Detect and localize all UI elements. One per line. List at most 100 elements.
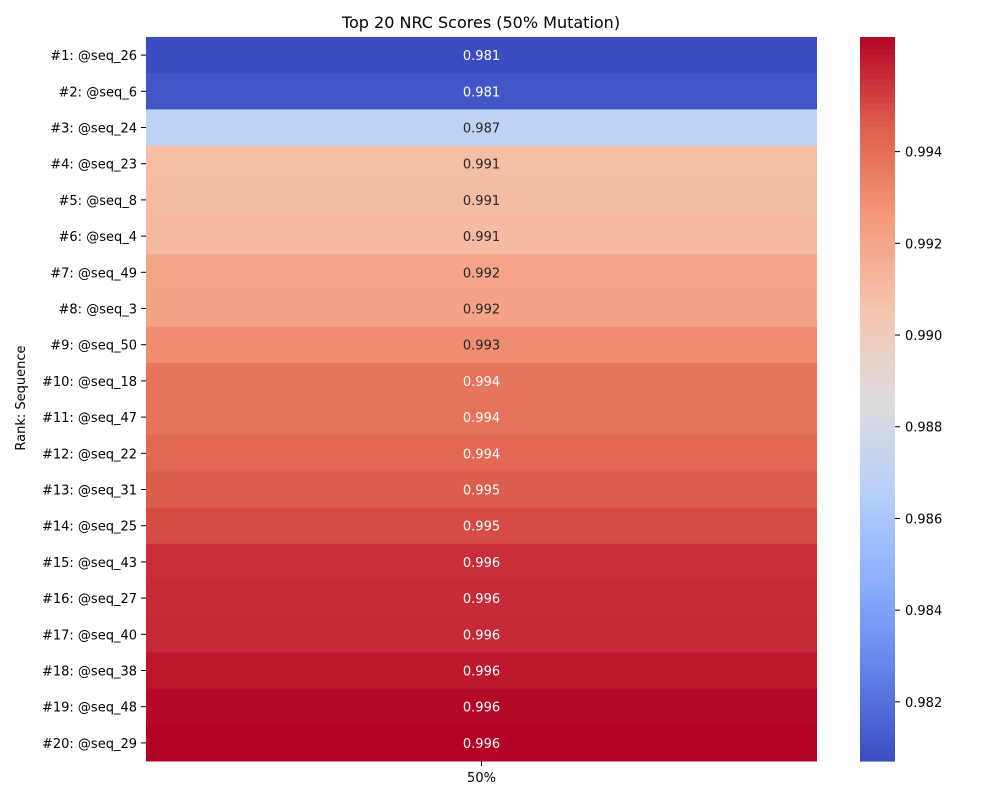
colorbar-segment	[860, 133, 895, 141]
colorbar-segment	[860, 718, 895, 726]
heatmap-cell	[146, 580, 817, 617]
y-tick-label: #10: @seq_18	[42, 375, 137, 390]
colorbar-segment	[860, 320, 895, 328]
heatmap-cell	[146, 109, 817, 147]
colorbar-segment	[860, 399, 895, 406]
colorbar-segment	[860, 127, 895, 135]
colorbar-segment	[860, 754, 895, 762]
colorbar-segment	[860, 230, 895, 237]
cell-annotation: 0.981	[463, 85, 500, 100]
colorbar-segment	[860, 344, 895, 352]
cell-annotation: 0.994	[463, 375, 500, 390]
heatmap-cell	[146, 290, 817, 328]
heatmap-cell	[146, 326, 817, 364]
colorbar-segment	[860, 435, 895, 442]
cell-annotation: 0.992	[463, 303, 500, 318]
y-tick-label: #8: @seq_3	[59, 303, 137, 318]
cell-annotation: 0.993	[463, 339, 500, 354]
colorbar-segment	[860, 67, 895, 74]
colorbar-segment	[860, 314, 895, 322]
heatmap-cell	[146, 399, 817, 436]
colorbar-segment	[860, 145, 895, 153]
colorbar-segment	[860, 139, 895, 147]
colorbar-segment	[860, 199, 895, 207]
colorbar-segment	[860, 260, 895, 267]
heatmap-cell	[146, 254, 817, 291]
colorbar-segment	[860, 694, 895, 702]
heatmap-cell	[146, 507, 817, 545]
cell-annotations: 0.981 0.981 0.987 0.991 0.991 0.991 0.992 0.992…	[463, 49, 500, 752]
cell-annotation: 0.995	[463, 520, 500, 535]
colorbar-segment	[860, 91, 895, 98]
colorbar-segment	[860, 459, 895, 466]
heatmap-cell	[146, 181, 817, 219]
cell-annotation: 0.996	[463, 556, 500, 571]
heatmap-cell	[146, 145, 817, 183]
y-tick-label: #11: @seq_47	[42, 411, 137, 426]
colorbar-segment	[860, 356, 895, 364]
colorbar-segment	[860, 350, 895, 358]
colorbar-tick-label: 0.990	[905, 329, 942, 344]
colorbar-segment	[860, 730, 895, 738]
y-axis-label: Rank: Sequence	[14, 345, 29, 450]
colorbar-segment	[860, 598, 895, 605]
y-tick-label: #2: @seq_6	[59, 85, 137, 100]
cell-annotation: 0.996	[463, 665, 500, 680]
colorbar-segment	[860, 163, 895, 171]
colorbar-segment	[860, 543, 895, 551]
cell-annotation: 0.992	[463, 266, 500, 281]
colorbar-segment	[860, 61, 895, 68]
colorbar-segment	[860, 296, 895, 304]
y-tick-label: #17: @seq_40	[42, 628, 137, 643]
colorbar-segment	[860, 242, 895, 249]
colorbar-segment	[860, 374, 895, 382]
cell-annotation: 0.994	[463, 411, 500, 426]
colorbar-tick-label: 0.988	[905, 421, 942, 436]
colorbar-segment	[860, 501, 895, 509]
colorbar-segment	[860, 362, 895, 370]
y-tick-label: #6: @seq_4	[59, 230, 137, 245]
colorbar	[860, 37, 895, 762]
colorbar-segment	[860, 73, 895, 80]
y-tick-label: #20: @seq_29	[42, 737, 137, 752]
colorbar-segment	[860, 604, 895, 611]
colorbar-ticks: 0.982 0.984 0.986 0.988 0.990 0.992 0.994	[895, 146, 942, 711]
colorbar-segment	[860, 483, 895, 491]
colorbar-segment	[860, 640, 895, 647]
colorbar-segment	[860, 417, 895, 424]
heatmap-cell	[146, 688, 817, 726]
heatmap-cells	[146, 37, 817, 762]
y-tick-label: #4: @seq_23	[50, 158, 137, 173]
y-tick-label: #7: @seq_49	[50, 266, 137, 281]
colorbar-segment	[860, 580, 895, 587]
cell-annotation: 0.987	[463, 122, 500, 137]
colorbar-segment	[860, 284, 895, 291]
colorbar-segment	[860, 706, 895, 714]
colorbar-segment	[860, 646, 895, 653]
y-tick-label: #5: @seq_8	[59, 194, 137, 209]
cell-annotation: 0.996	[463, 592, 500, 607]
colorbar-segment	[860, 537, 895, 545]
colorbar-segment	[860, 682, 895, 690]
heatmap-cell	[146, 616, 817, 653]
colorbar-segment	[860, 224, 895, 231]
colorbar-tick-label: 0.984	[905, 604, 942, 619]
colorbar-segment	[860, 610, 895, 617]
colorbar-segment	[860, 658, 895, 666]
colorbar-segment	[860, 592, 895, 599]
colorbar-segment	[860, 748, 895, 756]
colorbar-segment	[860, 700, 895, 708]
x-axis-ticks: 50%	[467, 761, 496, 786]
colorbar-segment	[860, 634, 895, 641]
colorbar-segment	[860, 272, 895, 279]
colorbar-segment	[860, 43, 895, 50]
colorbar-segment	[860, 567, 895, 575]
colorbar-segment	[860, 519, 895, 527]
colorbar-segment	[860, 489, 895, 497]
colorbar-segment	[860, 423, 895, 430]
heatmap-cell	[146, 218, 817, 255]
colorbar-segment	[860, 326, 895, 334]
colorbar-segment	[860, 181, 895, 189]
colorbar-segment	[860, 670, 895, 678]
